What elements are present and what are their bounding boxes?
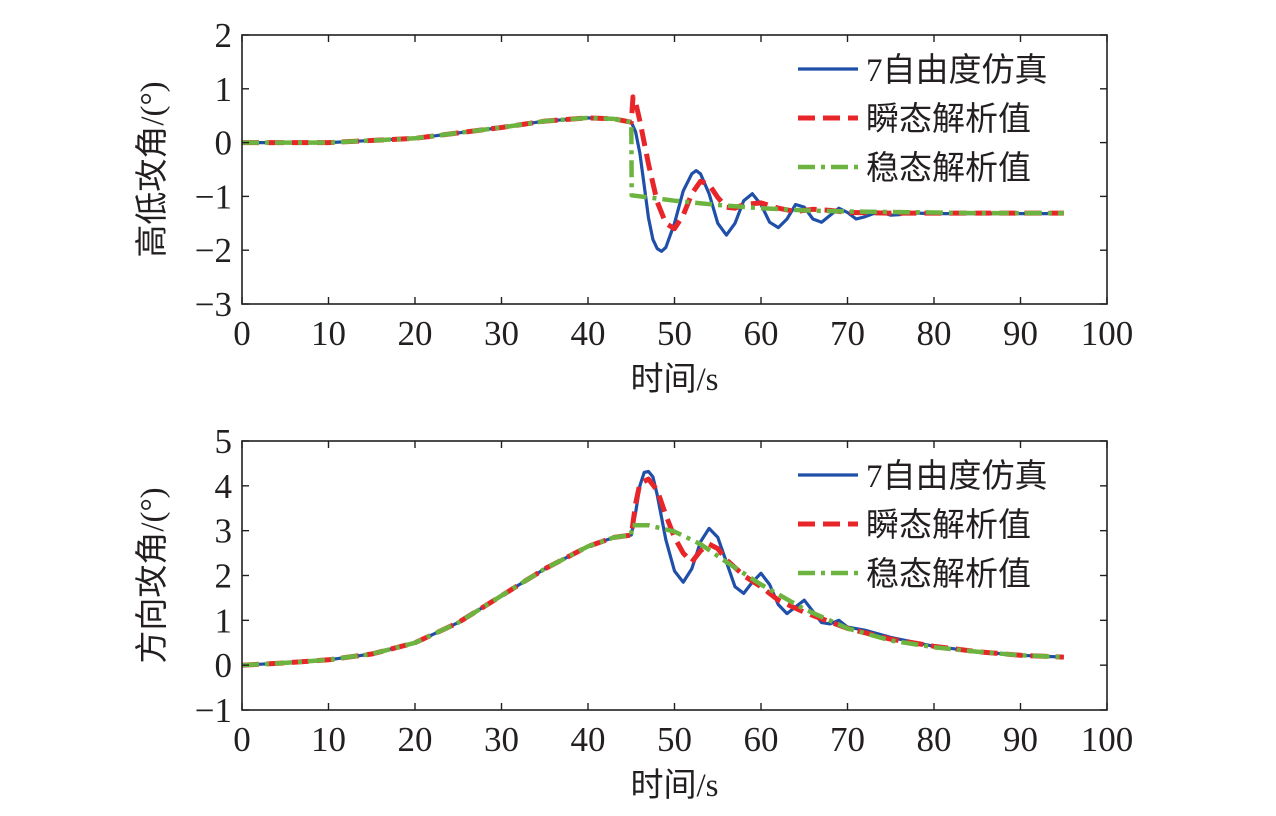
y-tick-label: −2 — [195, 231, 232, 270]
x-tick-label: 40 — [571, 314, 606, 353]
x-tick-label: 50 — [657, 720, 692, 759]
y-tick-label: 1 — [215, 70, 233, 109]
y-tick-label: 1 — [215, 601, 233, 640]
x-tick-label: 30 — [484, 314, 519, 353]
x-tick-label: 80 — [917, 314, 952, 353]
legend-label-sim7dof: 7自由度仿真 — [866, 52, 1048, 89]
x-tick-label: 90 — [1003, 720, 1038, 759]
legend-label-sim7dof: 7自由度仿真 — [866, 458, 1048, 495]
y-axis-title: 高低攻角/(°) — [134, 81, 171, 257]
y-tick-label: 4 — [215, 467, 233, 506]
x-tick-label: 20 — [398, 314, 433, 353]
top-chart-pitch-angle-of-attack: 0 10 20 30 40 50 60 70 80 90 100 −3 −2 −1 0 1 2 时间/s 高低攻角/… — [134, 16, 1133, 398]
x-tick-label: 60 — [744, 314, 779, 353]
x-axis-title: 时间/s — [630, 768, 718, 804]
y-tick-label: 3 — [215, 512, 233, 551]
x-tick-label: 60 — [744, 720, 779, 759]
y-axis-title: 方向攻角/(°) — [134, 487, 171, 663]
x-tick-label: 30 — [484, 720, 519, 759]
x-tick-label: 80 — [917, 720, 952, 759]
x-tick-label: 20 — [398, 720, 433, 759]
x-tick-label: 70 — [830, 720, 865, 759]
x-tick-label: 100 — [1081, 314, 1134, 353]
y-tick-label: −1 — [195, 177, 232, 216]
y-tick-label: −1 — [195, 691, 232, 730]
x-tick-label: 40 — [571, 720, 606, 759]
series-line-steady — [242, 115, 1064, 216]
x-tick-label: 50 — [657, 314, 692, 353]
y-tick-label: 2 — [215, 557, 233, 596]
legend-label-steady: 稳态解析值 — [866, 150, 1031, 187]
y-tick-label: −3 — [195, 285, 232, 324]
x-tick-label: 0 — [233, 314, 251, 353]
x-tick-label: 10 — [311, 720, 346, 759]
legend-label-transient: 瞬态解析值 — [866, 101, 1031, 138]
x-tick-label: 90 — [1003, 314, 1038, 353]
x-tick-label: 10 — [311, 314, 346, 353]
y-tick-label: 5 — [215, 422, 233, 461]
x-tick-label: 0 — [233, 720, 251, 759]
bottom-chart-yaw-angle-of-attack: 0 10 20 30 40 50 60 70 80 90 100−1012345时间/s方向攻角/(… — [134, 422, 1133, 804]
legend-label-steady: 稳态解析值 — [866, 556, 1031, 593]
series-line-steady — [242, 523, 1064, 668]
x-axis-title: 时间/s — [630, 362, 718, 398]
y-tick-label: 0 — [215, 646, 233, 685]
y-tick-label: 0 — [215, 124, 233, 163]
y-tick-label: 2 — [215, 16, 233, 55]
legend-label-transient: 瞬态解析值 — [866, 507, 1031, 544]
x-tick-label: 70 — [830, 314, 865, 353]
x-tick-label: 100 — [1081, 720, 1134, 759]
